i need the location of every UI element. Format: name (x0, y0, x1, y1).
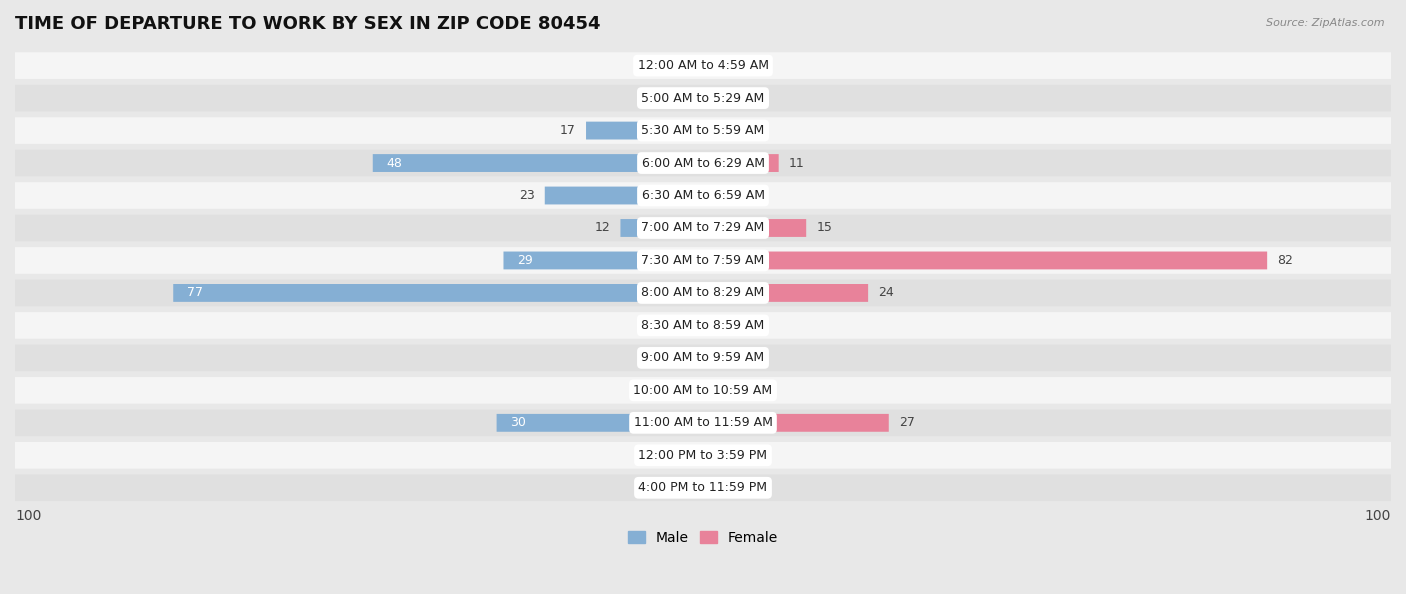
Text: 7:00 AM to 7:29 AM: 7:00 AM to 7:29 AM (641, 222, 765, 235)
Text: 82: 82 (1278, 254, 1294, 267)
FancyBboxPatch shape (703, 251, 1267, 270)
Text: 12: 12 (595, 222, 610, 235)
FancyBboxPatch shape (496, 414, 703, 432)
Text: 0: 0 (748, 319, 755, 332)
FancyBboxPatch shape (15, 409, 1391, 436)
Text: 7:30 AM to 7:59 AM: 7:30 AM to 7:59 AM (641, 254, 765, 267)
FancyBboxPatch shape (703, 479, 737, 497)
Text: 0: 0 (748, 481, 755, 494)
Text: TIME OF DEPARTURE TO WORK BY SEX IN ZIP CODE 80454: TIME OF DEPARTURE TO WORK BY SEX IN ZIP … (15, 15, 600, 33)
Text: 29: 29 (517, 254, 533, 267)
FancyBboxPatch shape (373, 154, 703, 172)
FancyBboxPatch shape (703, 446, 737, 465)
Text: 12:00 PM to 3:59 PM: 12:00 PM to 3:59 PM (638, 449, 768, 462)
Text: 12:00 AM to 4:59 AM: 12:00 AM to 4:59 AM (637, 59, 769, 72)
Text: 17: 17 (560, 124, 575, 137)
FancyBboxPatch shape (703, 56, 737, 75)
Text: 9:00 AM to 9:59 AM: 9:00 AM to 9:59 AM (641, 352, 765, 364)
FancyBboxPatch shape (15, 247, 1391, 274)
FancyBboxPatch shape (15, 442, 1391, 469)
Text: 5:00 AM to 5:29 AM: 5:00 AM to 5:29 AM (641, 91, 765, 105)
Text: Source: ZipAtlas.com: Source: ZipAtlas.com (1267, 18, 1385, 28)
Text: 11:00 AM to 11:59 AM: 11:00 AM to 11:59 AM (634, 416, 772, 429)
FancyBboxPatch shape (703, 317, 737, 334)
FancyBboxPatch shape (15, 52, 1391, 79)
Text: 11: 11 (789, 157, 804, 169)
Text: 0: 0 (748, 449, 755, 462)
FancyBboxPatch shape (703, 154, 779, 172)
FancyBboxPatch shape (586, 122, 703, 140)
FancyBboxPatch shape (15, 150, 1391, 176)
Text: 0: 0 (748, 59, 755, 72)
FancyBboxPatch shape (703, 89, 737, 107)
Text: 4:00 PM to 11:59 PM: 4:00 PM to 11:59 PM (638, 481, 768, 494)
Text: 15: 15 (817, 222, 832, 235)
Text: 5:30 AM to 5:59 AM: 5:30 AM to 5:59 AM (641, 124, 765, 137)
Text: 0: 0 (748, 189, 755, 202)
Text: 0: 0 (748, 384, 755, 397)
FancyBboxPatch shape (15, 377, 1391, 404)
Text: 30: 30 (510, 416, 526, 429)
FancyBboxPatch shape (669, 317, 703, 334)
Text: 0: 0 (651, 384, 658, 397)
FancyBboxPatch shape (669, 56, 703, 75)
FancyBboxPatch shape (15, 85, 1391, 112)
Text: 0: 0 (651, 59, 658, 72)
Text: 0: 0 (651, 319, 658, 332)
FancyBboxPatch shape (669, 479, 703, 497)
Text: 0: 0 (748, 124, 755, 137)
FancyBboxPatch shape (703, 187, 737, 204)
Text: 0: 0 (651, 91, 658, 105)
Text: 27: 27 (898, 416, 915, 429)
Text: 0: 0 (651, 481, 658, 494)
FancyBboxPatch shape (703, 381, 737, 399)
Text: 0: 0 (651, 449, 658, 462)
FancyBboxPatch shape (620, 219, 703, 237)
Text: 48: 48 (387, 157, 402, 169)
Text: 0: 0 (748, 91, 755, 105)
Text: 24: 24 (879, 286, 894, 299)
FancyBboxPatch shape (15, 475, 1391, 501)
FancyBboxPatch shape (669, 446, 703, 465)
FancyBboxPatch shape (703, 219, 806, 237)
FancyBboxPatch shape (15, 117, 1391, 144)
FancyBboxPatch shape (669, 381, 703, 399)
Legend: Male, Female: Male, Female (623, 525, 783, 550)
Text: 10:00 AM to 10:59 AM: 10:00 AM to 10:59 AM (634, 384, 772, 397)
Text: 6:30 AM to 6:59 AM: 6:30 AM to 6:59 AM (641, 189, 765, 202)
FancyBboxPatch shape (503, 251, 703, 270)
FancyBboxPatch shape (703, 414, 889, 432)
Text: 6:00 AM to 6:29 AM: 6:00 AM to 6:29 AM (641, 157, 765, 169)
FancyBboxPatch shape (15, 280, 1391, 307)
FancyBboxPatch shape (669, 89, 703, 107)
FancyBboxPatch shape (703, 349, 737, 367)
FancyBboxPatch shape (15, 345, 1391, 371)
FancyBboxPatch shape (15, 312, 1391, 339)
Text: 77: 77 (187, 286, 202, 299)
Text: 23: 23 (519, 189, 534, 202)
Text: 0: 0 (748, 352, 755, 364)
Text: 100: 100 (15, 509, 41, 523)
FancyBboxPatch shape (703, 284, 868, 302)
FancyBboxPatch shape (544, 187, 703, 204)
FancyBboxPatch shape (669, 349, 703, 367)
FancyBboxPatch shape (173, 284, 703, 302)
Text: 8:00 AM to 8:29 AM: 8:00 AM to 8:29 AM (641, 286, 765, 299)
Text: 0: 0 (651, 352, 658, 364)
FancyBboxPatch shape (703, 122, 737, 140)
Text: 100: 100 (1365, 509, 1391, 523)
FancyBboxPatch shape (15, 182, 1391, 209)
Text: 8:30 AM to 8:59 AM: 8:30 AM to 8:59 AM (641, 319, 765, 332)
FancyBboxPatch shape (15, 214, 1391, 241)
